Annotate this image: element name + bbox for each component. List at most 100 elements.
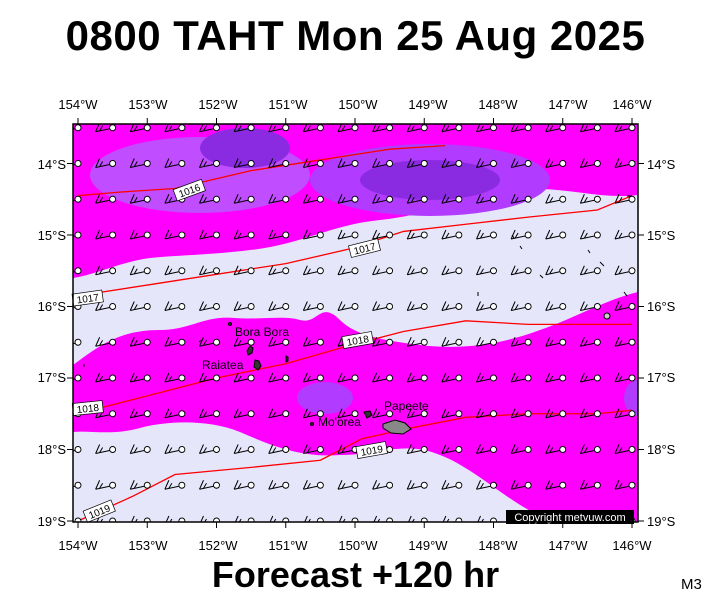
wind-barb bbox=[95, 158, 117, 168]
wind-barb bbox=[614, 301, 636, 311]
wind-barb bbox=[199, 158, 220, 168]
wind-barb bbox=[476, 265, 497, 276]
wind-barb bbox=[510, 480, 532, 490]
wind-barb bbox=[510, 301, 532, 311]
wind-barb bbox=[476, 480, 497, 490]
wind-barb bbox=[372, 265, 394, 276]
wind-barb bbox=[129, 444, 151, 454]
lat-label: 17°S bbox=[38, 370, 67, 385]
wind-barb bbox=[199, 265, 220, 276]
wind-barb bbox=[268, 301, 290, 311]
island-maiao bbox=[310, 422, 314, 426]
lat-label: 15°S bbox=[38, 228, 67, 243]
wind-barb bbox=[406, 337, 428, 347]
wind-barb bbox=[302, 480, 324, 490]
wind-barb bbox=[302, 194, 324, 204]
island-tupai bbox=[228, 322, 232, 326]
wind-barb bbox=[302, 265, 324, 276]
wind-barb bbox=[129, 194, 151, 204]
wind-barb bbox=[579, 372, 601, 383]
wind-barb bbox=[73, 195, 82, 203]
wind-barb bbox=[233, 194, 255, 204]
model-code: M3 bbox=[681, 576, 702, 593]
wind-barb bbox=[95, 265, 117, 276]
wind-barb bbox=[441, 265, 463, 276]
wind-barb bbox=[73, 267, 82, 275]
wind-barb bbox=[302, 444, 324, 454]
place-label-raiatea: Raiatea bbox=[202, 358, 244, 372]
wind-barb bbox=[372, 372, 394, 383]
wind-barb bbox=[199, 408, 220, 419]
wind-barb bbox=[95, 337, 117, 347]
wind-barb bbox=[164, 480, 186, 490]
wind-barb bbox=[441, 372, 463, 383]
wind-barb bbox=[337, 372, 359, 383]
island-raiatea bbox=[253, 359, 262, 371]
isobar-label-1017-a: 1017 bbox=[353, 241, 378, 257]
tuamotu-atolls bbox=[83, 195, 632, 367]
wind-barb bbox=[441, 194, 463, 204]
lon-label: 150°W bbox=[338, 538, 378, 553]
lat-label: 14°S bbox=[38, 157, 67, 172]
wind-barb bbox=[268, 229, 290, 240]
wind-barb bbox=[510, 408, 532, 419]
wind-barb bbox=[164, 229, 186, 240]
wind-barb bbox=[302, 337, 324, 347]
wind-barb bbox=[441, 229, 463, 240]
wind-barb bbox=[406, 444, 428, 454]
lon-label: 154°W bbox=[58, 97, 98, 112]
lon-label: 146°W bbox=[612, 97, 652, 112]
wind-barb bbox=[199, 301, 220, 311]
wind-barb bbox=[406, 194, 428, 204]
wind-barb bbox=[545, 337, 567, 347]
wind-barb bbox=[372, 229, 394, 240]
wind-barb bbox=[129, 372, 151, 383]
wind-barb bbox=[614, 265, 636, 276]
lat-label: 17°S bbox=[647, 370, 676, 385]
rain-patch-east-edge bbox=[624, 380, 638, 416]
wind-barb bbox=[441, 301, 463, 311]
lon-label: 150°W bbox=[338, 97, 378, 112]
island-bora-bora bbox=[246, 345, 254, 356]
wind-barb bbox=[95, 124, 117, 133]
wind-barb bbox=[579, 229, 601, 240]
copyright-text: Copyright metvuw.com bbox=[514, 512, 625, 524]
wind-barb bbox=[302, 372, 324, 383]
lon-labels-top: 154°W 153°W 152°W 151°W 150°W 149°W 148°… bbox=[58, 97, 652, 112]
wind-barb bbox=[614, 124, 636, 133]
wind-barb bbox=[477, 515, 497, 522]
wind-barb bbox=[129, 265, 151, 276]
wind-barb bbox=[95, 444, 117, 454]
lon-label: 147°W bbox=[548, 97, 588, 112]
lat-label: 15°S bbox=[647, 228, 676, 243]
isobar-label-1017-b: 1017 bbox=[76, 292, 100, 306]
wind-barb bbox=[199, 444, 220, 454]
lat-label: 16°S bbox=[647, 299, 676, 314]
wind-barb bbox=[510, 229, 532, 240]
wind-barb bbox=[579, 444, 601, 454]
lon-label: 146°W bbox=[612, 538, 652, 553]
wind-barb bbox=[579, 194, 601, 204]
wind-barb bbox=[95, 372, 117, 383]
wind-barb bbox=[372, 301, 394, 311]
lon-label: 147°W bbox=[548, 538, 588, 553]
wind-barb bbox=[579, 337, 601, 347]
lon-label: 148°W bbox=[478, 538, 518, 553]
wind-barb bbox=[406, 301, 428, 311]
wind-barb bbox=[302, 229, 324, 240]
wind-barb bbox=[95, 229, 117, 240]
wind-barb bbox=[199, 229, 220, 240]
wind-barb bbox=[614, 229, 636, 240]
wind-barb bbox=[545, 480, 567, 490]
wind-barb bbox=[268, 408, 290, 419]
isobar-label-1018-b: 1018 bbox=[76, 403, 100, 416]
wind-barb bbox=[129, 301, 151, 311]
wind-barb bbox=[579, 480, 601, 490]
isobar-label-1019-a: 1019 bbox=[360, 444, 384, 459]
lon-label: 152°W bbox=[198, 97, 238, 112]
wind-barb bbox=[510, 444, 532, 454]
wind-barb bbox=[545, 372, 567, 383]
wind-barb bbox=[406, 158, 428, 168]
wind-barb bbox=[302, 158, 324, 168]
rain-area-south bbox=[73, 292, 638, 522]
